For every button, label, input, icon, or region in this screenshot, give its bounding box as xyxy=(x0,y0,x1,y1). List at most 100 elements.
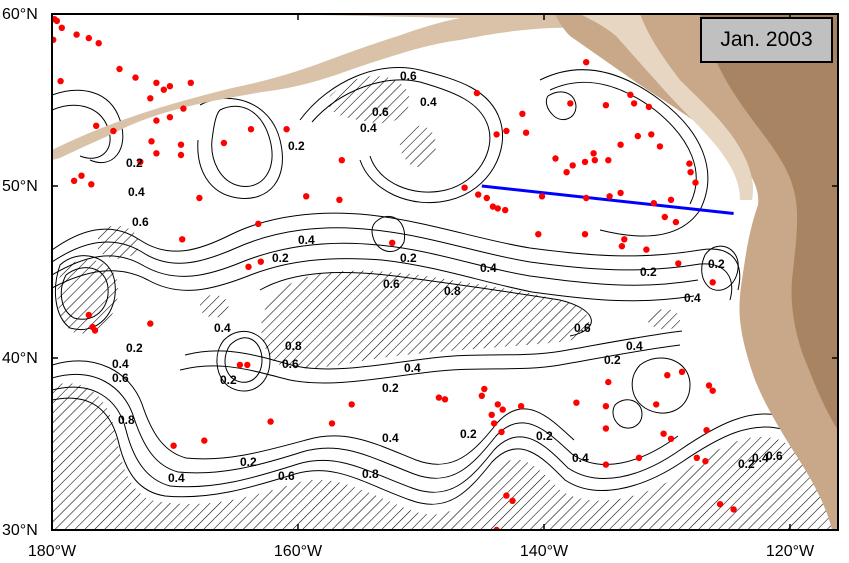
contour-line xyxy=(52,397,838,505)
contour-line xyxy=(631,357,691,414)
observation-point xyxy=(244,361,251,369)
contour-label: 0.4 xyxy=(382,431,399,445)
contour-label: 0.4 xyxy=(752,451,769,465)
observation-point xyxy=(634,132,641,140)
observation-point xyxy=(488,411,495,418)
observation-point xyxy=(57,77,64,85)
contour-label: 0.4 xyxy=(214,321,231,335)
contour-line xyxy=(371,215,406,252)
observation-point xyxy=(153,150,160,157)
observation-point xyxy=(461,184,468,191)
contour-line xyxy=(52,374,679,479)
lat-label: 60°N xyxy=(2,6,38,23)
land-mountains xyxy=(700,14,838,430)
observation-points xyxy=(52,16,737,530)
observation-point xyxy=(245,263,252,270)
contour-line xyxy=(54,255,116,330)
observation-point xyxy=(88,181,95,188)
contour-label: 0.6 xyxy=(112,371,129,385)
observation-point xyxy=(303,193,310,200)
observation-point xyxy=(110,127,117,135)
observation-point xyxy=(247,126,255,133)
contour-line xyxy=(60,267,109,320)
observation-point xyxy=(705,382,713,389)
contour-line xyxy=(701,245,739,291)
contour-line xyxy=(184,330,683,370)
observation-point xyxy=(635,454,643,461)
observation-point xyxy=(70,177,78,184)
contour-label: 0.4 xyxy=(168,471,185,485)
observation-point xyxy=(196,194,203,202)
contour-lines xyxy=(52,66,838,505)
contour-label: 0.8 xyxy=(285,339,302,353)
contour-label: 0.2 xyxy=(126,156,143,170)
contour-line xyxy=(549,81,697,205)
hatched-region-north-2 xyxy=(399,125,436,168)
observation-point xyxy=(137,158,144,166)
observation-point xyxy=(569,162,576,169)
contour-label: 0.2 xyxy=(460,427,477,441)
observation-point xyxy=(475,191,482,198)
observation-point xyxy=(257,258,264,265)
observation-point xyxy=(220,139,228,147)
observation-point xyxy=(53,17,61,25)
contour-label: 0.2 xyxy=(604,353,621,367)
lon-label: 120°W xyxy=(766,543,815,560)
observation-point xyxy=(148,138,155,145)
contour-label: 0.6 xyxy=(282,357,299,371)
contour-label: 0.6 xyxy=(132,215,149,229)
observation-point xyxy=(52,36,57,43)
observation-point xyxy=(179,236,186,243)
contour-label: 0.6 xyxy=(574,321,591,335)
observation-point xyxy=(535,231,542,238)
observation-point xyxy=(656,143,664,150)
observation-point xyxy=(678,368,686,375)
observation-point xyxy=(653,401,660,408)
observation-point xyxy=(617,189,624,197)
observation-point xyxy=(686,160,693,167)
observation-point xyxy=(147,320,154,327)
observation-point xyxy=(348,401,355,408)
observation-point xyxy=(602,102,610,109)
contour-label: 0.8 xyxy=(362,467,379,481)
observation-point xyxy=(602,461,610,468)
observation-point xyxy=(538,193,546,200)
observation-point xyxy=(563,169,570,176)
contour-label: 0.2 xyxy=(382,381,399,395)
lat-label: 30°N xyxy=(2,522,38,539)
observation-point xyxy=(481,385,488,393)
observation-point xyxy=(702,458,709,465)
date-title-box: Jan. 2003 xyxy=(700,17,833,63)
contour-line xyxy=(311,79,491,193)
observation-point xyxy=(503,127,510,135)
observation-point xyxy=(621,236,628,243)
observation-point xyxy=(645,103,653,111)
observation-point xyxy=(687,169,694,176)
hatched-region-west-3 xyxy=(200,295,229,318)
observation-point xyxy=(606,193,613,200)
observation-point xyxy=(177,151,185,159)
observation-point xyxy=(590,150,597,157)
observation-point xyxy=(166,114,174,121)
contour-label: 0.4 xyxy=(112,357,129,371)
contour-line xyxy=(259,272,592,337)
hatched-region-south-band xyxy=(52,383,838,530)
observation-point xyxy=(499,406,506,413)
observation-point xyxy=(78,172,85,179)
contour-label: 0.4 xyxy=(626,339,643,353)
observation-point xyxy=(498,428,505,436)
lon-label: 160°W xyxy=(274,543,323,560)
observation-point xyxy=(116,65,123,73)
observation-point xyxy=(483,194,490,202)
contour-label: 0.4 xyxy=(420,95,437,109)
contour-label: 0.8 xyxy=(444,284,461,298)
contour-label: 0.2 xyxy=(640,265,657,279)
lon-label: 140°W xyxy=(520,543,569,560)
observation-point xyxy=(95,40,102,47)
observation-point xyxy=(494,205,501,212)
observation-point xyxy=(267,418,274,425)
lat-label: 40°N xyxy=(2,350,38,367)
observation-point xyxy=(509,497,516,504)
observation-point xyxy=(93,122,100,129)
observation-point xyxy=(664,372,671,379)
